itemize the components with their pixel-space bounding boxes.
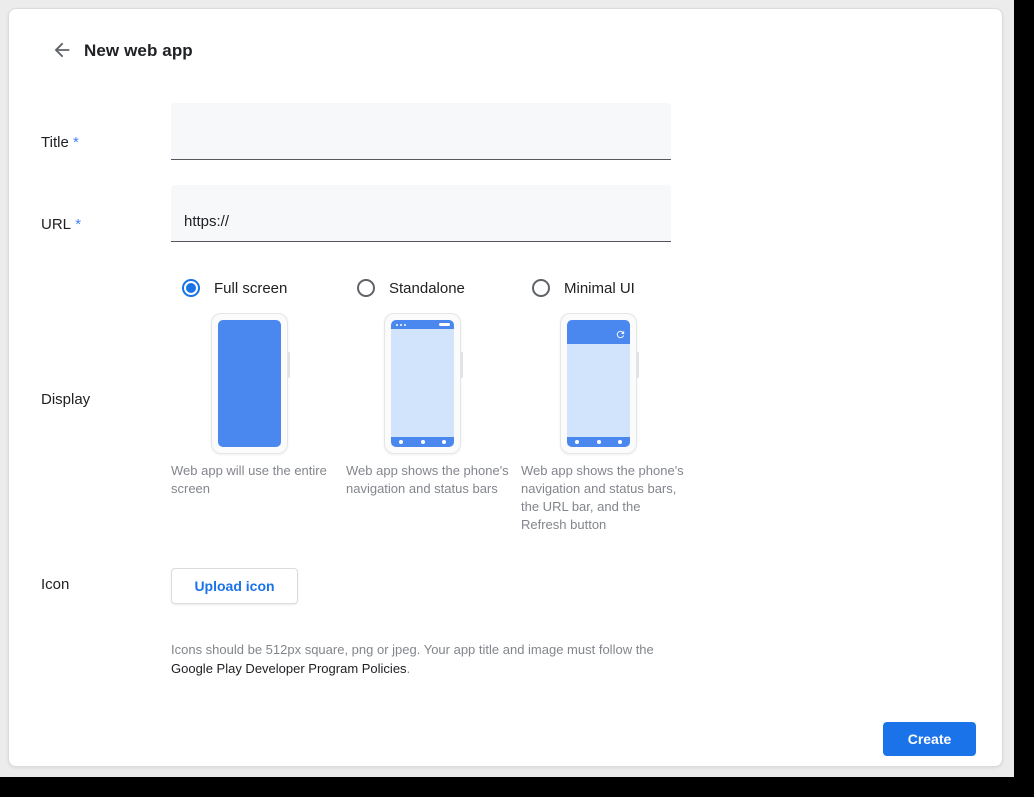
dialog-surface: New web app Title * URL * Display Full s…: [0, 0, 1014, 777]
status-bar: [391, 320, 454, 329]
nav-back-dot-icon: [399, 440, 403, 444]
battery-indicator-icon: [439, 323, 450, 326]
notification-dots-icon: [396, 323, 406, 326]
upload-icon-button[interactable]: Upload icon: [171, 568, 298, 604]
url-input[interactable]: [171, 185, 671, 242]
navigation-bar: [567, 437, 630, 447]
nav-back-dot-icon: [575, 440, 579, 444]
create-button[interactable]: Create: [883, 722, 976, 756]
display-option-description: Web app will use the entire screen: [171, 463, 327, 496]
radio-option-standalone[interactable]: Standalone: [357, 279, 465, 297]
phone-screen: [218, 320, 281, 447]
radio-option-minimal-ui[interactable]: Minimal UI: [532, 279, 635, 297]
display-option-description: Web app shows the phone's navigation and…: [521, 463, 684, 532]
navigation-bar: [391, 437, 454, 447]
display-label: Display: [41, 391, 91, 408]
title-label: Title *: [41, 134, 79, 151]
policies-link[interactable]: Google Play Developer Program Policies: [171, 661, 407, 676]
help-prefix: Icons should be 512px square, png or jpe…: [171, 642, 654, 657]
arrow-left-icon: [51, 39, 73, 61]
url-bar: [567, 320, 630, 344]
phone-preview-standalone: [384, 313, 463, 454]
nav-recents-dot-icon: [442, 440, 446, 444]
icon-label: Icon: [41, 576, 70, 593]
display-option-description: Web app shows the phone's navigation and…: [346, 463, 509, 496]
required-asterisk: *: [75, 216, 82, 233]
radio-label: Full screen: [214, 279, 288, 297]
url-label: URL *: [41, 216, 82, 233]
help-suffix: .: [406, 661, 411, 676]
phone-screen: [391, 320, 454, 447]
nav-home-dot-icon: [596, 440, 601, 444]
radio-button[interactable]: [357, 279, 375, 297]
page-title: New web app: [84, 41, 193, 60]
icon-help-text: Icons should be 512px square, png or jpe…: [171, 640, 676, 678]
phone-preview-minimal-ui: [560, 313, 639, 454]
radio-button[interactable]: [182, 279, 200, 297]
back-button[interactable]: [50, 38, 74, 62]
radio-button[interactable]: [532, 279, 550, 297]
radio-option-full-screen[interactable]: Full screen: [182, 279, 287, 297]
radio-label: Minimal UI: [564, 279, 635, 297]
radio-label: Standalone: [389, 279, 465, 297]
nav-home-dot-icon: [420, 440, 425, 444]
title-input[interactable]: [171, 103, 671, 160]
phone-preview-full-screen: [211, 313, 290, 454]
nav-recents-dot-icon: [618, 440, 622, 444]
required-asterisk: *: [72, 134, 79, 151]
new-web-app-card: New web app Title * URL * Display Full s…: [8, 8, 1003, 767]
phone-screen: [567, 320, 630, 447]
